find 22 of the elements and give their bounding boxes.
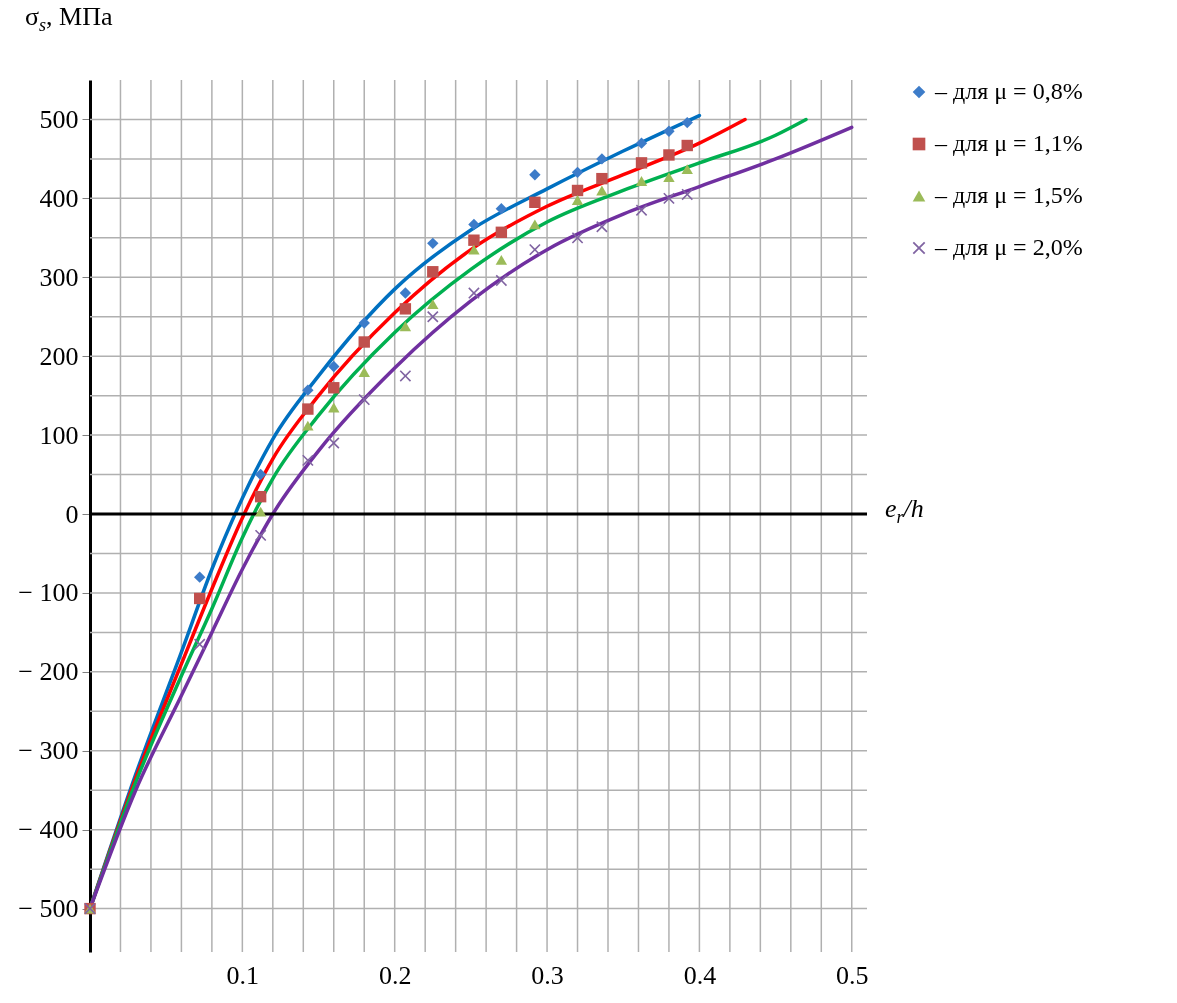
x-tick-label: 0.5 bbox=[836, 960, 869, 990]
x-tick-label: 0.4 bbox=[683, 960, 717, 990]
x-axis-title: e$_{r}$/h bbox=[885, 494, 924, 529]
legend-label: – для μ = 1,1% bbox=[934, 130, 1083, 156]
y-tick-label: 400 bbox=[39, 183, 79, 213]
x-tick-label: 0.1 bbox=[226, 960, 260, 990]
y-tick-label: 300 bbox=[39, 262, 79, 292]
y-tick-label: 0 bbox=[65, 499, 79, 529]
y-tick-label: − 500 bbox=[18, 894, 79, 924]
legend-label: – для μ = 2,0% bbox=[934, 234, 1083, 260]
y-tick-label: − 200 bbox=[18, 657, 79, 687]
y-tick-label: − 100 bbox=[18, 578, 79, 608]
y-tick-label: 200 bbox=[39, 341, 79, 371]
y-tick-label: 500 bbox=[39, 104, 79, 134]
legend-label: – для μ = 1,5% bbox=[934, 182, 1083, 208]
y-tick-label: − 300 bbox=[18, 736, 79, 766]
y-tick-label: 100 bbox=[39, 420, 79, 450]
y-tick-label: − 400 bbox=[18, 815, 79, 845]
x-tick-label: 0.2 bbox=[378, 960, 412, 990]
x-tick-label: 0.3 bbox=[531, 960, 564, 990]
legend-label: – для μ = 0,8% bbox=[934, 78, 1083, 104]
y-axis-title: σ$_{s}$, МПа bbox=[25, 2, 113, 37]
